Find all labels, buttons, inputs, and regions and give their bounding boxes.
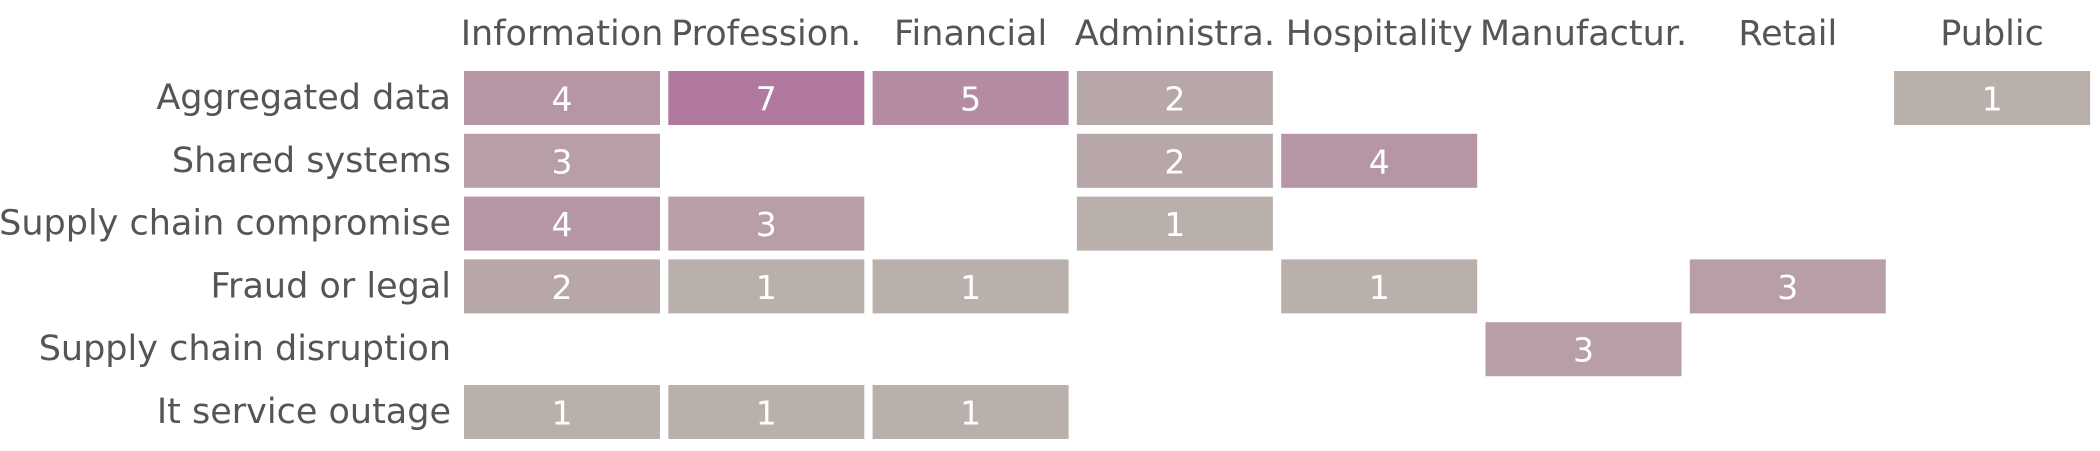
heatmap-cell xyxy=(668,71,865,125)
column-label-hospitality: Hospitality xyxy=(1286,14,1473,54)
cell-value-label: 4 xyxy=(1369,142,1390,181)
column-label-manufactur: Manufactur. xyxy=(1480,14,1687,54)
cell-value-label: 1 xyxy=(756,268,777,307)
heatmap-cell xyxy=(464,385,660,439)
cell-value-label: 1 xyxy=(552,394,573,433)
row-label-supply-chain-disruption: Supply chain disruption xyxy=(39,329,451,369)
heatmap-cell xyxy=(1894,71,2091,125)
heatmap-cell xyxy=(464,133,660,188)
cell-value-label: 7 xyxy=(756,80,777,119)
cell-value-label: 1 xyxy=(1982,80,2003,119)
heatmap-cell xyxy=(1281,259,1478,314)
heatmap-cell xyxy=(1281,133,1478,188)
cell-value-label: 3 xyxy=(756,205,777,244)
heatmap-cell xyxy=(464,259,660,314)
column-label-retail: Retail xyxy=(1738,14,1837,54)
heatmap-cell xyxy=(668,385,865,439)
column-label-financial: Financial xyxy=(894,14,1047,54)
cell-value-label: 1 xyxy=(756,394,777,433)
cell-value-label: 4 xyxy=(552,205,573,244)
cell-value-label: 4 xyxy=(552,80,573,119)
column-label-public: Public xyxy=(1940,14,2044,54)
heatmap-cell xyxy=(1689,259,1886,314)
cell-value-label: 3 xyxy=(552,142,573,181)
cell-value-label: 1 xyxy=(960,394,981,433)
heatmap-cell xyxy=(1076,133,1273,188)
column-label-profession: Profession. xyxy=(671,14,861,54)
heatmap-cell xyxy=(464,71,660,125)
row-label-fraud-or-legal: Fraud or legal xyxy=(210,266,451,306)
cell-value-label: 3 xyxy=(1573,331,1594,370)
cell-value-label: 5 xyxy=(960,80,981,119)
heatmap-cell xyxy=(1076,196,1273,251)
row-label-it-service-outage: It service outage xyxy=(157,392,451,432)
heatmap-cell xyxy=(872,259,1069,314)
row-label-supply-chain-compromise: Supply chain compromise xyxy=(0,204,451,244)
row-label-shared-systems: Shared systems xyxy=(172,141,451,181)
heatmap-cell xyxy=(1485,322,1682,377)
row-label-aggregated-data: Aggregated data xyxy=(156,78,451,118)
heatmap-cell xyxy=(872,71,1069,125)
cell-value-label: 1 xyxy=(960,268,981,307)
cell-value-label: 2 xyxy=(552,268,573,307)
column-label-administra: Administra. xyxy=(1075,14,1275,54)
cell-value-label: 2 xyxy=(1164,142,1185,181)
heatmap-cell xyxy=(1076,71,1273,125)
column-label-information: Information xyxy=(461,14,664,54)
heatmap-cell xyxy=(464,196,660,251)
cell-value-label: 3 xyxy=(1777,268,1798,307)
cell-value-label: 1 xyxy=(1369,268,1390,307)
heatmap-cell xyxy=(668,259,865,314)
heatmap-cell xyxy=(872,385,1069,439)
cell-value-label: 2 xyxy=(1164,80,1185,119)
heatmap-cell xyxy=(668,196,865,251)
cell-value-label: 1 xyxy=(1164,205,1185,244)
